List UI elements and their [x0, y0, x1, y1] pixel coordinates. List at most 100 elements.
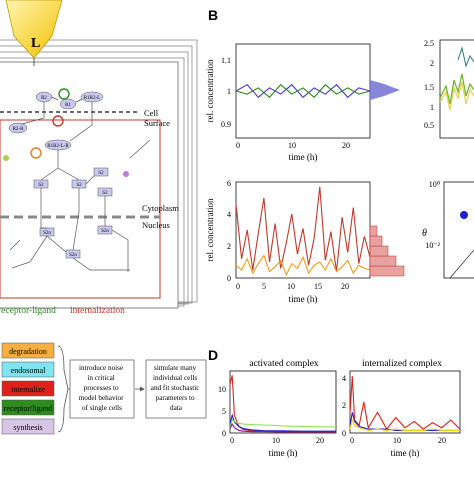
b-bl-series: [235, 186, 371, 277]
b-tl-xtick-1: 10: [288, 141, 296, 150]
svg-text:receptor/ligand: receptor/ligand: [4, 404, 52, 413]
d-left-series-3: [229, 422, 336, 433]
b-bl-ytick-1: 2: [227, 242, 231, 251]
d-left-ytick-1: 5: [222, 407, 226, 416]
b-top-left-plot: 0.9 1 1.1 0 10 20 time (h) rel. concentr…: [205, 43, 400, 162]
panel-c: degradation endosomal internalize recept…: [1, 342, 207, 435]
b-tr-ytick-0: 0.5: [424, 121, 434, 130]
internalization-box: [0, 119, 161, 299]
b-bottom-left-series-1: [235, 254, 371, 277]
panel-d-letter: D: [208, 347, 218, 363]
flow-box-2: [145, 359, 207, 419]
d-left-xlabel: time (h): [269, 448, 298, 458]
d-left-ytick-2: 10: [218, 385, 226, 394]
legend-endosomal: endosomal: [1, 361, 55, 378]
svg-text:S2n: S2n: [101, 229, 109, 234]
b-tr-series-green: [439, 73, 474, 105]
b-bl-ylabel: rel. concentration: [205, 198, 215, 261]
b-bl-ytick-2: 4: [227, 210, 231, 219]
svg-text:R1: R1: [65, 103, 71, 108]
cell-surface-line-2: Surface: [144, 118, 170, 128]
legend-brace: [57, 345, 69, 433]
svg-text:synthesis: synthesis: [13, 423, 42, 432]
svg-text:S2n: S2n: [43, 231, 51, 236]
d-left-xtick-0: 0: [230, 436, 234, 445]
b-tr-ytick-1: 1: [430, 103, 434, 112]
node-s2n-b: S2n: [65, 249, 81, 259]
panel-b-letter: B: [208, 7, 218, 23]
node-r2r: R2-R: [8, 122, 28, 134]
d-right-xtick-0: 0: [350, 436, 354, 445]
svg-text:endosomal: endosomal: [11, 366, 46, 375]
b-bottom-right-plot: 10⁰ 10⁻² θ: [422, 180, 474, 279]
legend-degradation: degradation: [1, 342, 55, 359]
b-bottom-left-plot: 0 2 4 6 0 5 10 15 20 time (h) rel. conce…: [205, 179, 405, 304]
svg-text:S2: S2: [102, 191, 108, 196]
cytoplasm-label: Cytoplasm: [142, 203, 179, 213]
cell-surface-label: Cell Surface: [144, 108, 170, 128]
b-bl-xtick-0: 0: [236, 282, 240, 291]
node-s2-d: S2: [97, 187, 113, 197]
flow-text-1: introduce noise in critical processes to…: [79, 364, 126, 412]
b-tr-ytick-4: 2.5: [424, 39, 434, 48]
orange-reaction-marker: [30, 147, 42, 159]
node-s2n-c: S2n: [97, 225, 113, 235]
b-bl-xtick-4: 20: [341, 282, 349, 291]
flow-text-2: simulate many individual cells and fit s…: [151, 364, 202, 412]
b-tl-ytick-2: 1.1: [221, 56, 231, 65]
b-tl-ytick-0: 0.9: [221, 120, 231, 129]
b-top-right-plot: 0.5 1 1.5 2 2.5: [424, 39, 474, 139]
svg-text:R1R2-L-R: R1R2-L-R: [47, 144, 69, 149]
d-left-ytick-0: 0: [222, 429, 226, 438]
flow-box-1: [69, 359, 135, 419]
b-bl-xtick-3: 15: [314, 282, 322, 291]
d-left-series: [229, 375, 336, 433]
caption-internalization: internalization: [70, 306, 125, 316]
b-tr-ytick-2: 1.5: [424, 83, 434, 92]
d-left-title: activated complex: [249, 359, 319, 369]
b-tr-ytick-3: 2: [430, 59, 434, 68]
node-r1r2l: R1R2-L: [80, 91, 104, 103]
node-r2: R2: [35, 91, 53, 103]
d-right-series-2: [349, 418, 460, 431]
b-tl-xtick-2: 20: [342, 141, 350, 150]
d-right-ytick-2: 4: [342, 374, 346, 383]
b-tl-ytick-1: 1: [227, 87, 231, 96]
ligand-shape: [5, 0, 63, 59]
b-top-left-series-1: [235, 83, 371, 99]
d-right-plot: internalized complex 0 2 4 0 10 20 time …: [342, 359, 461, 458]
network-edges: [9, 96, 151, 272]
caption-receptor-ligand: receptor-ligand: [0, 306, 56, 316]
b-bl-xtick-2: 10: [287, 282, 295, 291]
b-tr-series-yellow: [439, 81, 474, 111]
b-bl-histogram: [369, 225, 405, 277]
b-bl-ytick-3: 6: [227, 179, 231, 188]
svg-text:R2-R: R2-R: [13, 127, 25, 132]
b-tl-histogram: [370, 80, 400, 100]
b-tr-series-teal: [457, 46, 474, 68]
d-right-xtick-1: 10: [393, 436, 401, 445]
b-br-ytick-1: 10⁻²: [425, 241, 440, 250]
legend-internalize: internalize: [1, 380, 55, 397]
d-right-ytick-0: 0: [342, 429, 346, 438]
d-right-title: internalized complex: [362, 359, 442, 369]
b-tl-xlabel: time (h): [289, 152, 318, 162]
node-s2-a: S2: [33, 179, 49, 189]
svg-text:S2n: S2n: [69, 253, 77, 258]
svg-text:degradation: degradation: [9, 347, 47, 356]
svg-text:internalize: internalize: [11, 385, 45, 394]
b-tl-ylabel: rel. concentration: [205, 59, 215, 122]
red-reaction-marker: [52, 115, 64, 127]
d-left-plot: activated complex 0 5 10 0 10 20 time (h…: [218, 359, 337, 458]
d-left-xtick-2: 20: [316, 436, 324, 445]
legend-receptor-ligand: receptor/ligand: [1, 399, 55, 416]
b-tl-series: [235, 83, 371, 99]
ligand-label: L: [31, 36, 40, 51]
cell-surface-line-1: Cell: [144, 108, 159, 118]
d-right-series: [349, 376, 461, 431]
d-right-xtick-2: 20: [438, 436, 446, 445]
node-s2-b: S2: [71, 179, 87, 189]
node-r1r2lr: R1R2-L-R: [44, 139, 72, 151]
d-left-xtick-1: 10: [272, 436, 280, 445]
